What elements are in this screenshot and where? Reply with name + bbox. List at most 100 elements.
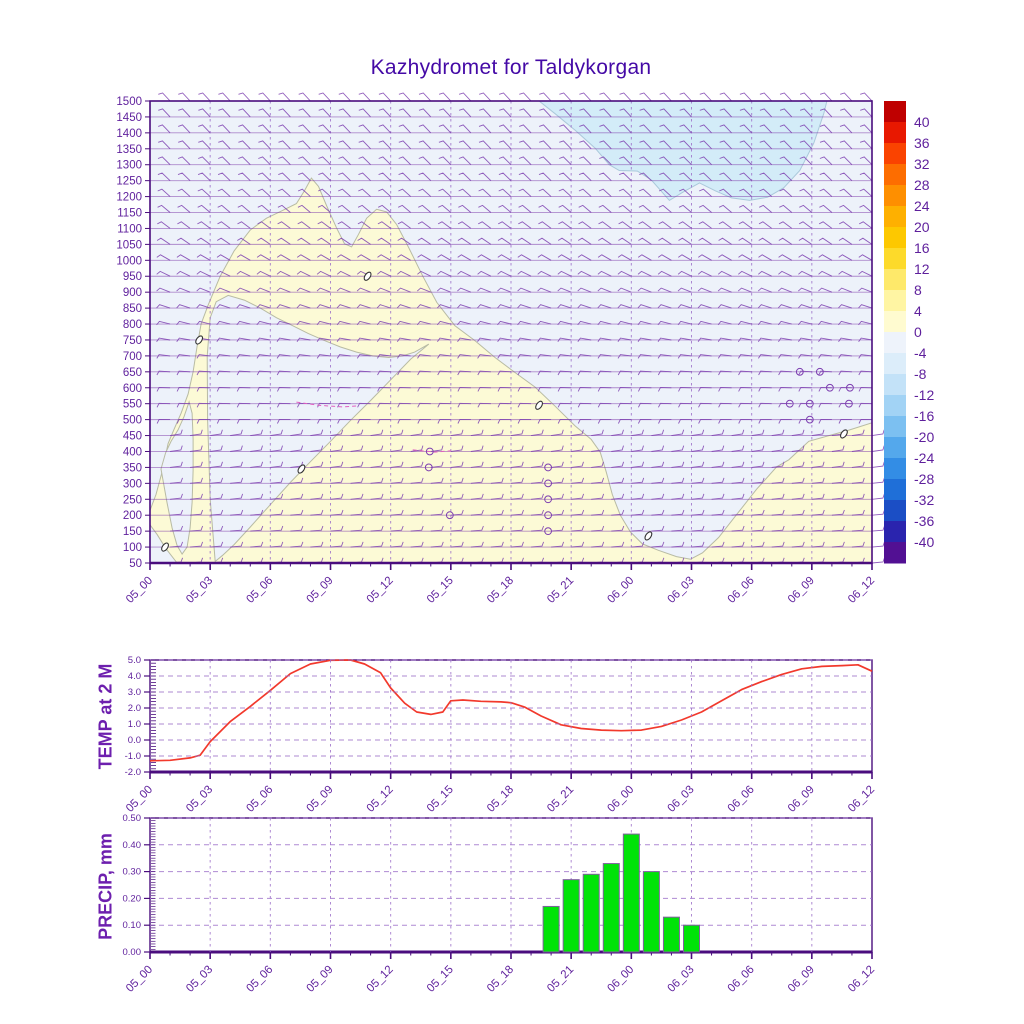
- tick-label: 06_06: [726, 784, 757, 815]
- tick-label: 06_03: [666, 575, 697, 606]
- tick-label: 1300: [116, 160, 142, 172]
- colorbar-segment: [884, 311, 906, 333]
- tick-label: 05_21: [545, 964, 576, 995]
- zero-contour-label: [644, 531, 653, 541]
- colorbar-segment: [884, 185, 906, 207]
- tick-label: -20: [914, 429, 934, 445]
- tick-label: 12: [914, 261, 930, 277]
- precip-bars: [542, 833, 700, 953]
- wind-barb-row: [157, 221, 873, 229]
- tick-label: 4.0: [128, 671, 141, 682]
- cold-region-upper-right: [537, 100, 828, 202]
- tick-label: 100: [123, 542, 142, 554]
- wind-barb-row: [156, 254, 873, 261]
- colorbar-segment: [884, 479, 906, 501]
- tick-label: 06_00: [605, 784, 636, 815]
- tick-label: 0.00: [123, 947, 142, 958]
- tick-label: 06_03: [666, 964, 697, 995]
- calm-wind-icon: [544, 495, 553, 504]
- tick-label: 05_03: [184, 784, 215, 815]
- colorbar-segment: [884, 542, 906, 564]
- tick-label: 1150: [117, 208, 142, 220]
- tick-label: 0.20: [123, 893, 142, 904]
- tick-label: 05_18: [485, 784, 516, 815]
- page-title: Kazhydromet for Taldykorgan: [370, 56, 652, 79]
- tick-label: 8: [914, 282, 922, 298]
- colorbar-segment: [884, 290, 906, 312]
- tick-label: 800: [123, 319, 142, 331]
- cross-section-panel: [149, 100, 873, 564]
- precip-panel: [149, 817, 873, 959]
- wind-barb-row: [156, 287, 873, 293]
- tick-label: 1500: [116, 96, 142, 108]
- tick-label: -36: [914, 513, 934, 529]
- tick-label: 750: [123, 335, 142, 347]
- temp-grid: [150, 659, 872, 772]
- tick-label: 400: [123, 446, 142, 458]
- tick-label: 850: [123, 303, 142, 315]
- calm-wind-icon: [544, 479, 553, 488]
- tick-label: -32: [914, 492, 934, 508]
- tick-label: 3.0: [128, 687, 141, 698]
- tick-label: 06_12: [846, 784, 877, 815]
- tick-label: 05_00: [124, 575, 155, 606]
- tick-label: 4: [914, 303, 922, 319]
- tick-label: 05_09: [305, 575, 336, 606]
- tick-label: 06_00: [605, 575, 636, 606]
- tick-label: 24: [914, 198, 930, 214]
- precip-bar: [642, 871, 660, 953]
- precip-bar: [582, 873, 600, 953]
- wind-barb-row: [156, 270, 873, 277]
- wind-barb-row: [156, 237, 873, 245]
- tick-label: 05_18: [485, 575, 516, 606]
- tick-label: 05_15: [425, 784, 456, 815]
- zero-contour-label: [161, 542, 169, 552]
- colorbar-segment: [884, 101, 906, 123]
- tick-label: 200: [123, 510, 142, 522]
- tick-label: 150: [123, 526, 142, 538]
- wind-barb-row: [157, 204, 873, 213]
- calm-wind-icon: [805, 415, 814, 424]
- tick-label: 550: [123, 399, 142, 411]
- colorbar-segment: [884, 395, 906, 417]
- wind-barb-row: [156, 354, 873, 359]
- tick-label: 1200: [116, 192, 142, 204]
- colorbar-segment: [884, 269, 906, 291]
- zero-contour-label: [535, 400, 544, 410]
- tick-label: 06_09: [786, 784, 817, 815]
- tick-label: 0.30: [123, 867, 142, 878]
- tick-label: 05_15: [425, 575, 456, 606]
- tick-label: 05_06: [244, 784, 275, 815]
- tick-label: 0.0: [128, 735, 141, 746]
- colorbar-segment: [884, 206, 906, 228]
- tick-label: 16: [914, 240, 930, 256]
- colorbar-segment: [884, 164, 906, 186]
- tick-label: 950: [123, 271, 142, 283]
- tick-label: 0.10: [123, 920, 142, 931]
- tick-label: 5.0: [128, 655, 141, 666]
- colorbar-segment: [884, 353, 906, 375]
- wind-barb-row: [170, 429, 885, 437]
- tick-label: 36: [914, 135, 930, 151]
- wind-barb-row: [157, 172, 873, 182]
- calm-wind-icon: [544, 463, 553, 472]
- colorbar-segment: [884, 458, 906, 480]
- tick-label: 05_03: [184, 964, 215, 995]
- wind-barb-row: [156, 337, 873, 342]
- temp-panel: [149, 659, 873, 779]
- wind-barb-row: [157, 156, 873, 166]
- colorbar-segment: [884, 143, 906, 165]
- tick-label: 05_12: [365, 964, 396, 995]
- tick-label: 450: [123, 431, 142, 443]
- calm-wind-icon: [815, 367, 824, 376]
- tick-label: 1000: [116, 255, 142, 267]
- tick-label: 0.40: [123, 840, 142, 851]
- tick-label: 05_12: [365, 784, 396, 815]
- tick-label: 50: [129, 558, 142, 570]
- wind-barb-row: [158, 92, 873, 102]
- calm-wind-icon: [805, 399, 814, 408]
- tick-label: 05_09: [305, 784, 336, 815]
- tick-label: 05_00: [124, 964, 155, 995]
- tick-label: 900: [123, 287, 142, 299]
